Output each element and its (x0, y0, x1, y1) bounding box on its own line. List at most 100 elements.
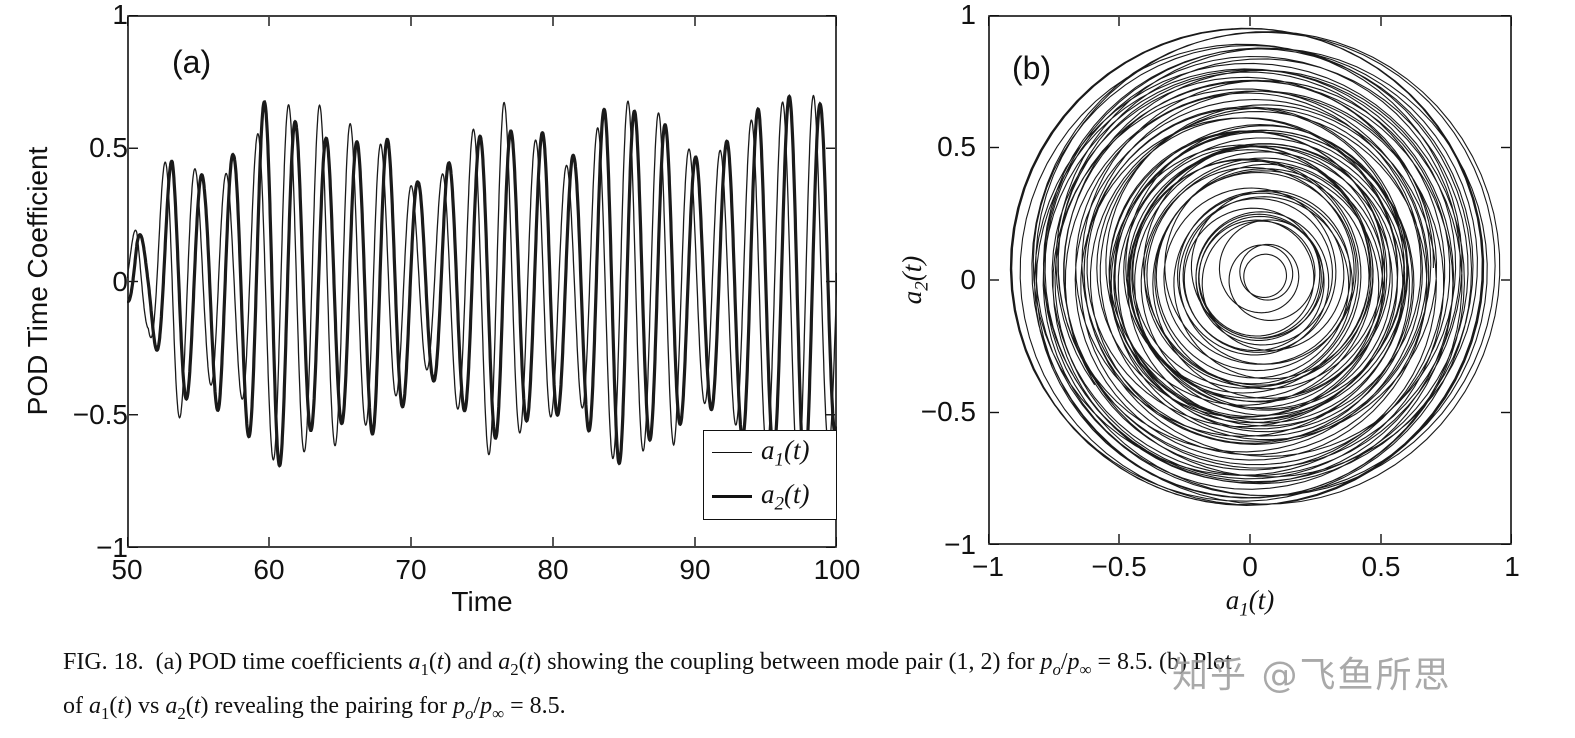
legend-entry-a1: a1(t) (704, 435, 836, 471)
caption-segment: ) revealing the pairing for (200, 692, 454, 719)
panel-b-ylabel-math: a2(t) (897, 255, 932, 305)
panel-a-yaxis-title: POD Time Coefficient (22, 146, 53, 416)
panel-b-yaxis-title: a2(t) (895, 230, 932, 330)
caption-segment: ) and (443, 649, 499, 675)
legend-a1-close: ) (800, 434, 810, 465)
xlabel-open: ( (1248, 585, 1258, 615)
legend-box: a1(t) a2(t) (703, 430, 837, 520)
panel-a-plot (127, 15, 837, 548)
panel-a-ytick-1: 1 (112, 0, 128, 30)
ylabel-var: a (897, 290, 927, 305)
caption-segment: 2 (510, 659, 519, 679)
legend-a2-sub: 2 (774, 493, 784, 515)
panel-a-xaxis-title: Time (451, 586, 513, 617)
panel-b-xtick-0: 0 (1242, 551, 1258, 582)
caption-segment: / (1060, 649, 1068, 675)
caption-segment: FIG. 18. (a) POD time coefficients (63, 649, 409, 675)
xlabel-arg: t (1257, 585, 1266, 615)
caption-segment: ( (518, 649, 527, 675)
ylabel-sub: 2 (911, 281, 933, 291)
caption-segment: o (465, 703, 474, 723)
caption-segment: a (408, 649, 421, 675)
panel-b-ytick-m1: −1 (944, 529, 976, 560)
panel-a-frame (127, 15, 837, 548)
caption-segment: = 8.5. (504, 692, 566, 719)
caption-segment: t (436, 649, 444, 675)
panel-a-ytick-05: 0.5 (89, 132, 128, 163)
panel-b-ytick-m05: −0.5 (920, 396, 976, 427)
panel-a-ytick-m05: −0.5 (72, 399, 128, 430)
panel-a-xtick-70: 70 (395, 554, 427, 585)
caption-segment: a (89, 692, 101, 719)
caption-segment: / (473, 692, 481, 719)
panel-a-xtick-100: 100 (813, 554, 861, 585)
ylabel-arg: t (897, 264, 927, 273)
xlabel-sub: 1 (1239, 599, 1249, 621)
caption-segment: ( (428, 649, 437, 675)
legend-a2-open: ( (783, 478, 793, 509)
figure-caption: FIG. 18. (a) POD time coefficients a1(t)… (63, 644, 1533, 732)
panel-a-xtick-90: 90 (679, 554, 711, 585)
legend-a1-open: ( (783, 434, 793, 465)
legend-label-a1: a1(t) (761, 435, 809, 471)
legend-a2-close: ) (800, 478, 810, 509)
legend-a2-arg: t (792, 478, 801, 509)
caption-segment: 1 (101, 703, 110, 723)
caption-segment: ∞ (1079, 659, 1092, 679)
caption-line-2: of a1(t) vs a2(t) revealing the pairing … (63, 688, 1533, 732)
panel-a-xtick-60: 60 (253, 554, 285, 585)
caption-segment: t (526, 649, 534, 675)
ylabel-close: ) (897, 255, 927, 265)
caption-segment: p (1040, 649, 1053, 675)
legend-a1-sub: 1 (774, 449, 784, 471)
panel-b-xtick-05: 0.5 (1361, 551, 1401, 582)
caption-segment: a (498, 649, 511, 675)
caption-segment: p (480, 692, 493, 719)
xlabel-close: ) (1265, 585, 1275, 615)
panel-b-ytick-1: 1 (960, 0, 976, 30)
series-a2-path (127, 94, 837, 476)
watermark: 知乎 @飞鱼所思 (1172, 655, 1452, 696)
caption-line-1: FIG. 18. (a) POD time coefficients a1(t)… (63, 644, 1533, 688)
panel-b-frame (988, 15, 1512, 545)
caption-segment: of (63, 692, 89, 719)
panel-b-ytick-05: 0.5 (937, 131, 976, 162)
caption-segment: t (117, 692, 125, 719)
legend-a2-var: a (761, 478, 775, 509)
panel-b-xtick-1: 1 (1504, 551, 1520, 582)
caption-segment: ) showing the coupling between mode pair… (533, 649, 1041, 675)
caption-segment: ( (109, 692, 118, 719)
xlabel-var: a (1225, 585, 1240, 615)
panel-a-label: (a) (172, 44, 212, 80)
caption-segment: o (1052, 659, 1061, 679)
panel-a-ytick-0: 0 (112, 266, 128, 297)
legend-entry-a2: a2(t) (704, 479, 836, 515)
panel-b-ytick-0: 0 (960, 264, 976, 295)
caption-segment: ) vs (124, 692, 166, 719)
thick-line-sample (712, 495, 752, 499)
panel-b-xaxis-title: a1(t) (1190, 584, 1310, 621)
caption-segment: t (193, 692, 201, 719)
phase-trajectory-path (1009, 27, 1501, 506)
panel-a-xtick-50: 50 (111, 554, 143, 585)
caption-segment: p (1067, 649, 1080, 675)
legend-a1-arg: t (792, 434, 801, 465)
panel-a-ytick-m1: −1 (96, 532, 128, 563)
caption-segment: ( (185, 692, 194, 719)
panel-b-label: (b) (1012, 50, 1052, 86)
caption-segment: = 8.5. (b) Plot (1091, 649, 1232, 675)
panel-b-xlabel-math: a1(t) (1225, 585, 1275, 620)
ylabel-open: ( (897, 272, 927, 282)
legend-label-a2: a2(t) (761, 479, 809, 515)
caption-segment: ∞ (492, 703, 505, 723)
panel-b-xtick-m1: −1 (972, 551, 1004, 582)
caption-segment: a (165, 692, 178, 719)
caption-segment: p (453, 692, 466, 719)
thin-line-sample (712, 452, 752, 454)
panel-b-xtick-m05: −0.5 (1091, 551, 1147, 582)
caption-segment: 2 (177, 703, 186, 723)
legend-a1-var: a (761, 434, 775, 465)
panel-a-xtick-80: 80 (537, 554, 569, 585)
panel-b-plot (988, 15, 1512, 545)
